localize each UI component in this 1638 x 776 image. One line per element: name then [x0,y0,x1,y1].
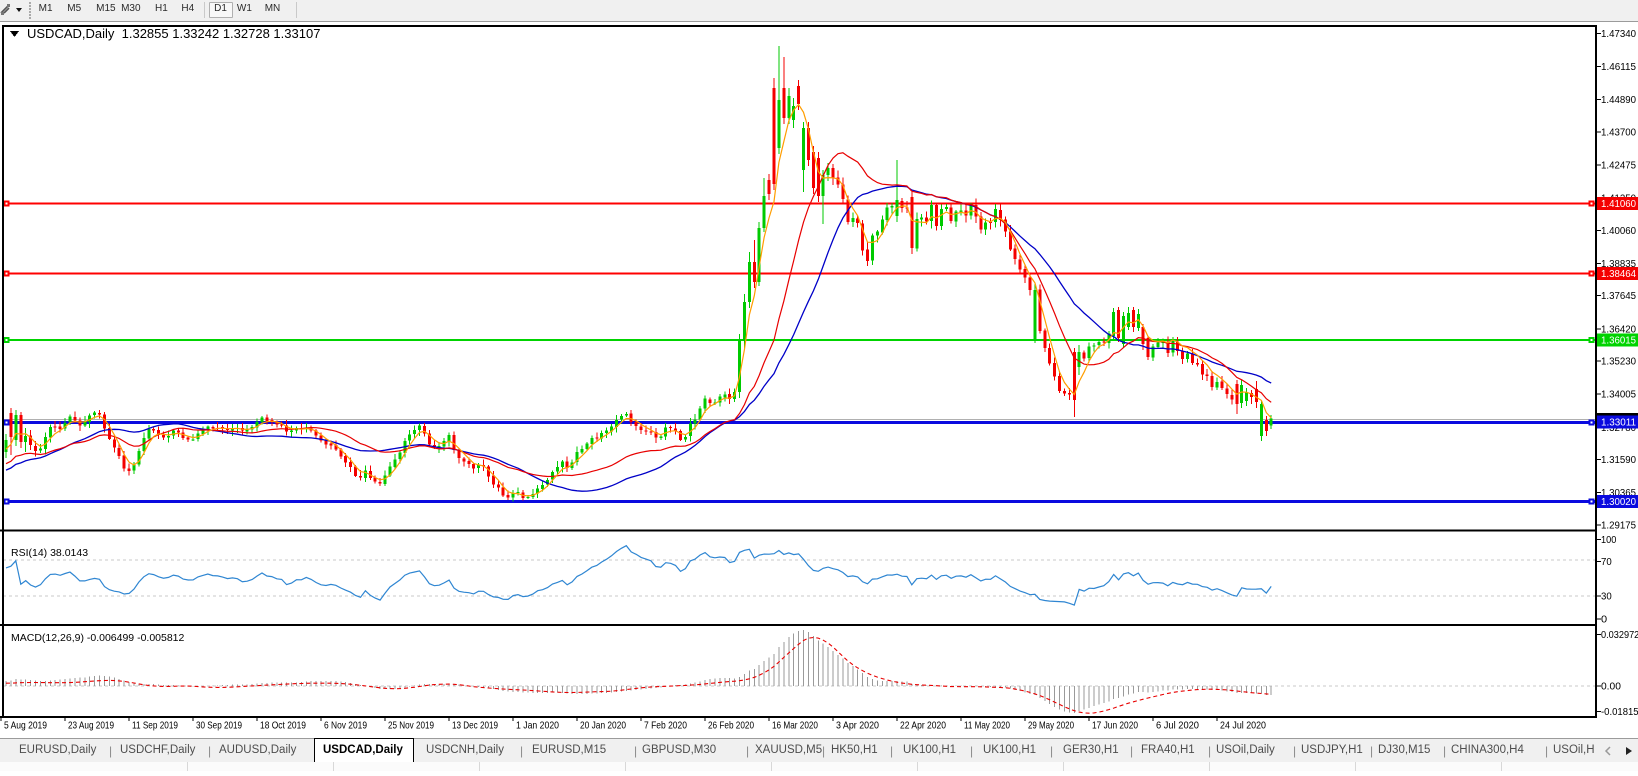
svg-text:13 Dec 2019: 13 Dec 2019 [452,720,498,732]
svg-text:6 Jul 2020: 6 Jul 2020 [1156,720,1199,732]
svg-text:26 Feb 2020: 26 Feb 2020 [708,720,754,732]
svg-text:16 Mar 2020: 16 Mar 2020 [772,720,818,732]
svg-text:MACD(12,26,9) -0.006499 -0.005: MACD(12,26,9) -0.006499 -0.005812 [11,632,185,644]
svg-text:USDCAD,Daily 1.32855 1.33242: USDCAD,Daily 1.32855 1.33242 1.32728 1.3… [27,26,320,41]
svg-text:11 Sep 2019: 11 Sep 2019 [132,720,178,732]
svg-text:1.37645: 1.37645 [1601,291,1636,302]
svg-text:1.41060: 1.41060 [1601,199,1636,210]
svg-text:24 Jul 2020: 24 Jul 2020 [1220,720,1266,732]
svg-text:29 May 2020: 29 May 2020 [1028,720,1074,732]
svg-text:30: 30 [1601,592,1612,603]
svg-text:1.35230: 1.35230 [1601,357,1636,368]
svg-text:1.38835: 1.38835 [1601,259,1636,270]
svg-text:1.43700: 1.43700 [1601,127,1636,138]
svg-text:23 Aug 2019: 23 Aug 2019 [68,720,114,732]
svg-text:1.44890: 1.44890 [1601,95,1636,106]
svg-text:1.46115: 1.46115 [1601,62,1636,73]
svg-text:18 Oct 2019: 18 Oct 2019 [260,720,306,732]
svg-text:1.32780: 1.32780 [1601,423,1636,434]
svg-text:0: 0 [1601,615,1608,626]
svg-text:-0.018154: -0.018154 [1601,707,1638,718]
svg-text:20 Jan 2020: 20 Jan 2020 [580,720,626,732]
svg-text:25 Nov 2019: 25 Nov 2019 [388,720,434,732]
svg-text:1.42475: 1.42475 [1601,161,1636,172]
svg-text:1.40060: 1.40060 [1601,226,1636,237]
svg-text:100: 100 [1601,535,1617,546]
svg-text:1.38464: 1.38464 [1601,269,1636,280]
svg-text:1.31590: 1.31590 [1601,455,1636,466]
svg-text:RSI(14) 38.0143: RSI(14) 38.0143 [11,547,88,559]
svg-text:17 Jun 2020: 17 Jun 2020 [1092,720,1138,732]
svg-text:3 Apr 2020: 3 Apr 2020 [836,720,879,732]
svg-text:1.47340: 1.47340 [1601,29,1636,40]
svg-text:0.00: 0.00 [1601,682,1621,693]
svg-text:1.34005: 1.34005 [1601,390,1636,401]
svg-text:7 Feb 2020: 7 Feb 2020 [644,720,687,732]
svg-text:1.36420: 1.36420 [1601,324,1636,335]
svg-text:30 Sep 2019: 30 Sep 2019 [196,720,242,732]
svg-text:1.33011: 1.33011 [1601,417,1636,428]
svg-text:22 Apr 2020: 22 Apr 2020 [900,720,946,732]
svg-text:0.032972: 0.032972 [1601,630,1638,641]
svg-text:6 Nov 2019: 6 Nov 2019 [324,720,367,732]
svg-text:1.36015: 1.36015 [1601,336,1636,347]
svg-text:1.30365: 1.30365 [1601,488,1636,499]
svg-text:11 May 2020: 11 May 2020 [964,720,1010,732]
svg-text:5 Aug 2019: 5 Aug 2019 [4,720,47,732]
svg-text:70: 70 [1601,557,1612,568]
svg-text:1.30020: 1.30020 [1601,497,1636,508]
svg-text:1 Jan 2020: 1 Jan 2020 [516,720,559,732]
svg-text:1.29175: 1.29175 [1601,520,1636,531]
